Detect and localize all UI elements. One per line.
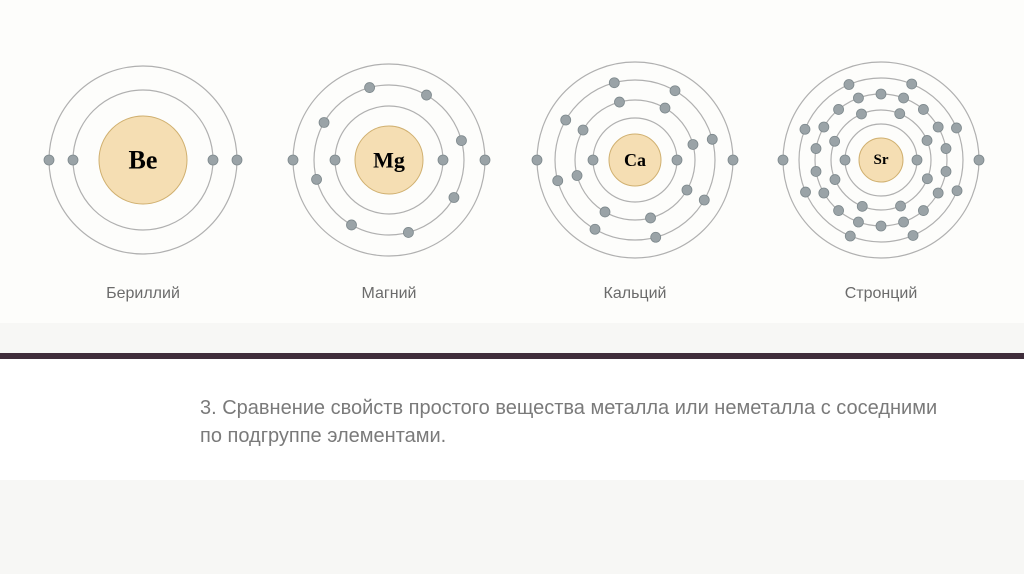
electron [834, 206, 844, 216]
electron [438, 155, 448, 165]
electron [922, 174, 932, 184]
electron [600, 207, 610, 217]
element-symbol: Sr [874, 152, 889, 168]
electron [830, 136, 840, 146]
electron [857, 201, 867, 211]
electron [844, 80, 854, 90]
atom-label-mg: Магний [362, 285, 417, 303]
atoms-row: Be Бериллий Mg Магний Ca Кальций Sr Стронций [0, 0, 1024, 323]
atom-diagram-sr: Sr [771, 50, 991, 270]
electron [840, 155, 850, 165]
electron [68, 155, 78, 165]
electron [819, 122, 829, 132]
atom-mg: Mg Магний [269, 50, 509, 303]
atom-label-sr: Стронций [845, 285, 918, 303]
electron [941, 166, 951, 176]
electron [480, 155, 490, 165]
electron [941, 144, 951, 154]
electron [365, 83, 375, 93]
electron [834, 104, 844, 114]
electron [208, 155, 218, 165]
electron [330, 155, 340, 165]
electron [682, 185, 692, 195]
element-symbol: Be [129, 146, 158, 175]
electron [651, 232, 661, 242]
atom-label-be: Бериллий [106, 285, 180, 303]
electron [672, 155, 682, 165]
electron [456, 136, 466, 146]
electron [912, 155, 922, 165]
element-symbol: Mg [373, 148, 405, 173]
electron [819, 188, 829, 198]
electron [856, 109, 866, 119]
atom-ca: Ca Кальций [515, 50, 755, 303]
atom-label-ca: Кальций [604, 285, 667, 303]
electron [876, 89, 886, 99]
electron [922, 135, 932, 145]
electron [572, 171, 582, 181]
electron [918, 206, 928, 216]
electron [561, 115, 571, 125]
electron [845, 231, 855, 241]
electron [422, 90, 432, 100]
electron [933, 122, 943, 132]
electron [288, 155, 298, 165]
electron [800, 124, 810, 134]
electron [899, 217, 909, 227]
electron [590, 224, 600, 234]
caption-text: 3. Сравнение свойств простого вещества м… [200, 394, 964, 450]
electron [830, 175, 840, 185]
electron [699, 195, 709, 205]
electron [670, 86, 680, 96]
electron [347, 220, 357, 230]
electron [312, 174, 322, 184]
electron [853, 217, 863, 227]
electron [974, 155, 984, 165]
electron [811, 144, 821, 154]
atom-diagram-mg: Mg [279, 50, 499, 270]
electron [553, 176, 563, 186]
caption-area: 3. Сравнение свойств простого вещества м… [0, 359, 1024, 480]
electron [449, 193, 459, 203]
electron [578, 125, 588, 135]
electron [44, 155, 54, 165]
electron [778, 155, 788, 165]
atom-diagram-ca: Ca [525, 50, 745, 270]
electron [896, 201, 906, 211]
electron [895, 109, 905, 119]
electron [952, 186, 962, 196]
electron [232, 155, 242, 165]
element-symbol: Ca [624, 150, 646, 170]
electron [908, 230, 918, 240]
electron [728, 155, 738, 165]
electron [876, 221, 886, 231]
electron [899, 93, 909, 103]
electron [853, 93, 863, 103]
electron [918, 104, 928, 114]
electron [660, 103, 670, 113]
electron [609, 78, 619, 88]
electron [646, 213, 656, 223]
electron [811, 166, 821, 176]
electron [688, 139, 698, 149]
atom-sr: Sr Стронций [761, 50, 1001, 303]
electron [319, 118, 329, 128]
electron [403, 227, 413, 237]
electron [951, 123, 961, 133]
electron [532, 155, 542, 165]
electron [907, 79, 917, 89]
atom-be: Be Бериллий [23, 50, 263, 303]
atom-diagram-be: Be [33, 50, 253, 270]
electron [801, 187, 811, 197]
electron [614, 97, 624, 107]
electron [933, 188, 943, 198]
electron [588, 155, 598, 165]
electron [707, 134, 717, 144]
